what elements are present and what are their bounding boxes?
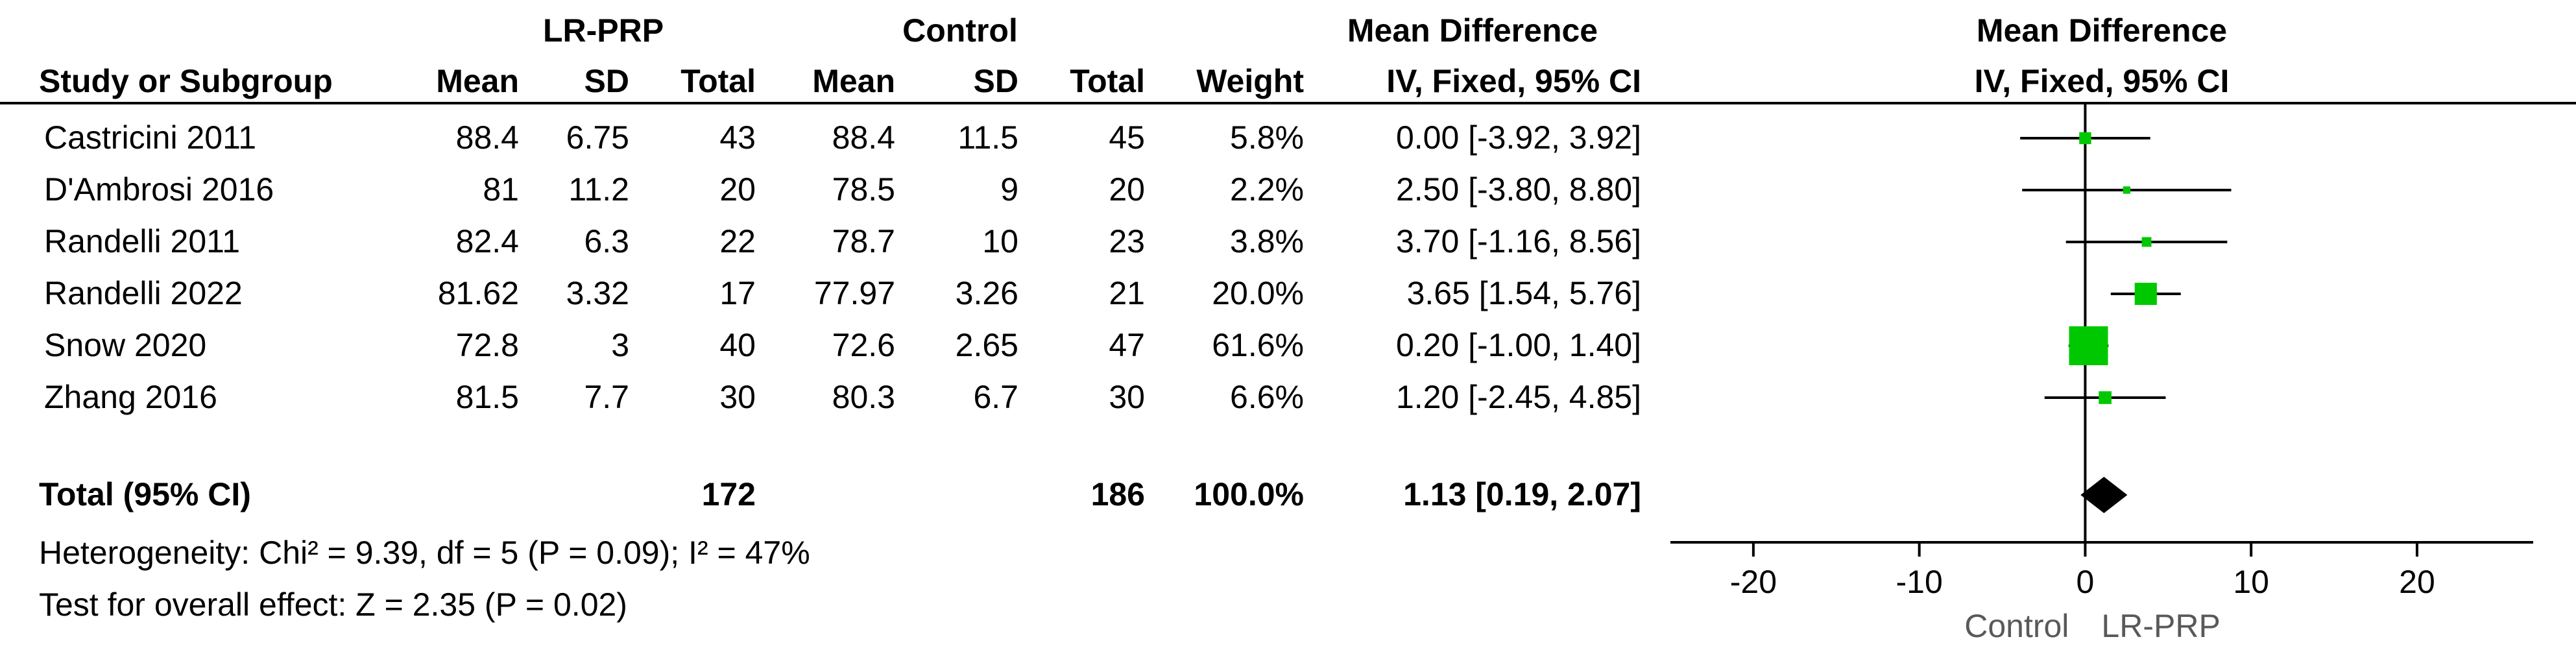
md-plot-header: Mean Difference: [1976, 12, 2228, 49]
effect-square: [2099, 391, 2112, 404]
study-name: Castricini 2011: [44, 119, 257, 156]
sd1-cell: 6.75: [566, 119, 629, 156]
mean2-cell: 72.6: [832, 327, 895, 363]
sd1-cell: 11.2: [568, 171, 629, 208]
method-table-header: IV, Fixed, 95% CI: [1386, 63, 1641, 99]
mean1-cell: 82.4: [455, 223, 519, 259]
total2-sum: 186: [1090, 476, 1145, 512]
ci-cell: 2.50 [-3.80, 8.80]: [1395, 171, 1641, 208]
sd1-cell: 6.3: [584, 223, 629, 259]
total2-col-header: Total: [1070, 63, 1145, 99]
total-label: Total (95% CI): [39, 476, 251, 512]
ci-cell: 3.65 [1.54, 5.76]: [1406, 275, 1641, 311]
ci-cell: 0.00 [-3.92, 3.92]: [1395, 119, 1641, 156]
study-name: Randelli 2011: [44, 223, 241, 259]
sd2-cell: 10: [982, 223, 1018, 259]
total1-cell: 17: [719, 275, 756, 311]
x-tick-label: 20: [2399, 564, 2435, 600]
mean1-col-header: Mean: [436, 63, 519, 99]
total1-cell: 40: [719, 327, 756, 363]
favours-left-label: Control: [1964, 608, 2069, 644]
pooled-diamond: [2080, 477, 2128, 513]
mean1-cell: 81.62: [437, 275, 519, 311]
effect-square: [2123, 186, 2131, 194]
sd2-cell: 9: [1000, 171, 1018, 208]
mean1-cell: 72.8: [455, 327, 519, 363]
sd1-cell: 3: [611, 327, 629, 363]
group2-header: Control: [902, 12, 1018, 49]
total1-col-header: Total: [680, 63, 756, 99]
x-axis-ticks: -20 -10 0 10 20: [1730, 542, 2435, 600]
favours-right-label: LR-PRP: [2101, 608, 2220, 644]
ci-cell: 1.20 [-2.45, 4.85]: [1395, 379, 1641, 415]
study-col-header: Study or Subgroup: [39, 63, 333, 99]
mean2-cell: 88.4: [832, 119, 895, 156]
overall-effect-text: Test for overall effect: Z = 2.35 (P = 0…: [39, 586, 627, 623]
sd1-cell: 3.32: [566, 275, 629, 311]
sd1-cell: 7.7: [584, 379, 629, 415]
total-weight: 100.0%: [1194, 476, 1304, 512]
sd2-cell: 6.7: [973, 379, 1018, 415]
total1-cell: 20: [719, 171, 756, 208]
mean2-cell: 78.5: [832, 171, 895, 208]
total2-cell: 20: [1109, 171, 1145, 208]
total1-cell: 30: [719, 379, 756, 415]
mean2-cell: 77.97: [813, 275, 895, 311]
total2-cell: 47: [1109, 327, 1145, 363]
mean2-col-header: Mean: [812, 63, 895, 99]
study-name: Snow 2020: [44, 327, 207, 363]
effect-square: [2069, 326, 2108, 365]
group1-header: LR-PRP: [542, 12, 664, 49]
total2-cell: 30: [1109, 379, 1145, 415]
sd1-col-header: SD: [584, 63, 629, 99]
weight-cell: 5.8%: [1230, 119, 1304, 156]
x-tick-label: 10: [2233, 564, 2269, 600]
x-tick-label: -10: [1896, 564, 1943, 600]
sd2-cell: 2.65: [955, 327, 1018, 363]
weight-cell: 3.8%: [1230, 223, 1304, 259]
study-name: Zhang 2016: [44, 379, 217, 415]
effect-square: [2134, 282, 2157, 306]
md-table-header: Mean Difference: [1347, 12, 1598, 49]
ci-cell: 3.70 [-1.16, 8.56]: [1395, 223, 1641, 259]
total1-sum: 172: [701, 476, 756, 512]
weight-cell: 2.2%: [1230, 171, 1304, 208]
study-name: D'Ambrosi 2016: [44, 171, 274, 208]
weight-cell: 6.6%: [1230, 379, 1304, 415]
total-ci: 1.13 [0.19, 2.07]: [1403, 476, 1641, 512]
effect-square: [2141, 237, 2152, 247]
study-markers: [2020, 132, 2232, 404]
method-plot-header: IV, Fixed, 95% CI: [1974, 63, 2230, 99]
x-tick-label: -20: [1730, 564, 1777, 600]
x-tick-label: 0: [2076, 564, 2095, 600]
weight-cell: 20.0%: [1212, 275, 1304, 311]
mean1-cell: 81: [483, 171, 519, 208]
mean2-cell: 80.3: [832, 379, 895, 415]
weight-cell: 61.6%: [1212, 327, 1304, 363]
header-divider: [0, 102, 2576, 104]
total2-cell: 21: [1109, 275, 1145, 311]
sd2-col-header: SD: [973, 63, 1018, 99]
mean1-cell: 88.4: [455, 119, 519, 156]
total2-cell: 23: [1109, 223, 1145, 259]
weight-col-header: Weight: [1196, 63, 1304, 99]
study-name: Randelli 2022: [44, 275, 243, 311]
heterogeneity-text: Heterogeneity: Chi² = 9.39, df = 5 (P = …: [39, 535, 810, 571]
sd2-cell: 11.5: [957, 119, 1018, 156]
effect-square: [2079, 132, 2091, 145]
mean2-cell: 78.7: [832, 223, 895, 259]
total1-cell: 43: [719, 119, 756, 156]
total1-cell: 22: [719, 223, 756, 259]
sd2-cell: 3.26: [955, 275, 1018, 311]
total2-cell: 45: [1109, 119, 1145, 156]
mean1-cell: 81.5: [455, 379, 519, 415]
ci-cell: 0.20 [-1.00, 1.40]: [1395, 327, 1641, 363]
